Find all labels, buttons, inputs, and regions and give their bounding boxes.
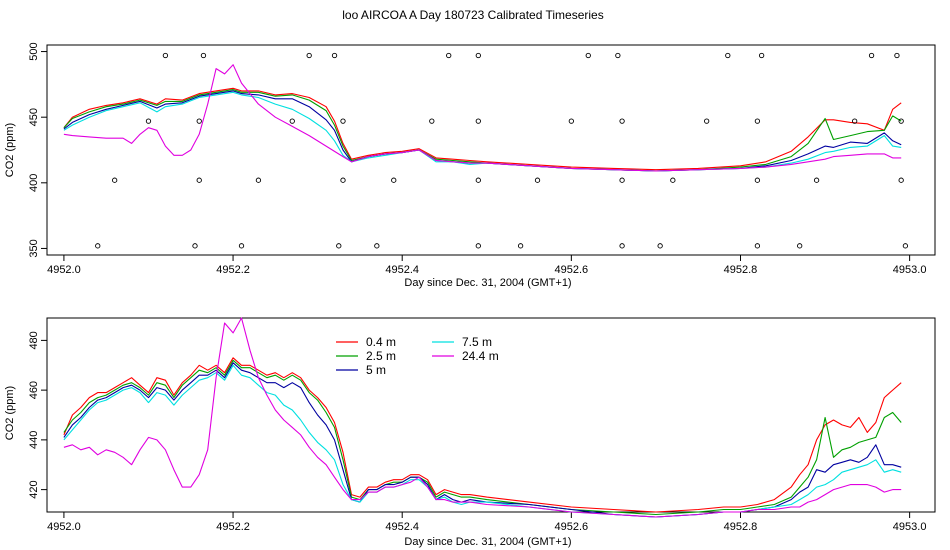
top-panel-x-axis-title: Day since Dec. 31, 2004 (GMT+1) [404, 277, 571, 289]
legend-label: 7.5 m [462, 335, 492, 349]
top-panel-x-tick-label: 4953.0 [893, 264, 927, 276]
top-panel-marker-point [657, 243, 663, 249]
top-panel-marker-point [429, 118, 435, 124]
top-panel-marker-point [340, 177, 346, 183]
top-panel-marker-point [475, 52, 481, 59]
top-panel-y-tick-label: 450 [28, 108, 40, 126]
top-panel-marker-point [162, 52, 169, 59]
top-panel-marker-point [619, 243, 625, 249]
top-panel-marker-point [619, 177, 625, 183]
legend-label: 0.4 m [366, 335, 396, 349]
bottom-panel-x-tick-label: 4953.0 [893, 521, 927, 533]
top-panel-marker-point [475, 177, 481, 183]
top-panel-marker-point [898, 177, 904, 183]
top-panel-y-tick-label: 400 [28, 174, 40, 192]
top-panel-y-tick-label: 500 [28, 42, 40, 60]
top-panel-marker-point [754, 177, 761, 183]
bottom-panel-series-line-2 [63, 362, 902, 518]
top-panel-marker-point [336, 243, 342, 249]
top-panel-marker-point [852, 118, 858, 124]
top-panel-marker-point [331, 52, 338, 59]
bottom-panel-y-tick-label: 480 [28, 331, 40, 349]
bottom-panel-y-tick-label: 460 [28, 381, 40, 399]
bottom-panel-y-tick-label: 420 [28, 480, 40, 498]
top-panel-marker-point [255, 177, 262, 183]
legend-label: 5 m [366, 363, 386, 377]
bottom-panel: Day since Dec. 31, 2004 (GMT+1) CO2 (ppm… [4, 317, 936, 548]
top-panel-x-tick-label: 4952.2 [216, 264, 250, 276]
top-panel-marker-point [200, 52, 207, 59]
top-panel-marker-point [446, 52, 452, 59]
legend-label: 2.5 m [366, 349, 396, 363]
legend-label: 24.4 m [462, 349, 499, 363]
top-panel-marker-point [894, 52, 900, 59]
bottom-panel-x-axis-title: Day since Dec. 31, 2004 (GMT+1) [404, 536, 571, 548]
top-panel-marker-point [145, 118, 152, 124]
top-panel-x-tick-label: 4952.4 [385, 264, 419, 276]
top-panel-series-line-2 [63, 90, 902, 172]
bottom-panel-series-line-0 [63, 357, 902, 513]
top-panel-marker-point [192, 243, 198, 249]
top-panel-series-line-0 [63, 87, 902, 171]
bottom-panel-x-tick-label: 4952.0 [47, 521, 81, 533]
top-panel-marker-point [112, 177, 118, 183]
bottom-panel-series-line-4 [63, 317, 902, 518]
bottom-panel-y-tick-label: 440 [28, 431, 40, 449]
top-panel-marker-point [196, 118, 202, 124]
top-panel-marker-point [475, 243, 481, 249]
top-panel-marker-point [797, 243, 803, 249]
top-panel-marker-point [868, 52, 875, 59]
top-panel-marker-point [902, 243, 909, 249]
top-panel-marker-point [619, 118, 625, 124]
bottom-panel-series-line-3 [63, 364, 902, 518]
top-panel-marker-point [306, 52, 312, 59]
top-panel-marker-point [95, 243, 101, 249]
top-panel-marker-point [391, 177, 397, 183]
bottom-panel-x-tick-label: 4952.2 [216, 521, 250, 533]
top-panel-marker-point [725, 52, 731, 59]
top-panel-marker-point [568, 118, 574, 124]
top-panel-marker-point [754, 118, 761, 124]
top-panel-marker-point [615, 52, 621, 59]
top-panel-marker-point [340, 118, 346, 124]
bottom-panel-y-axis-title: CO2 (ppm) [4, 386, 16, 440]
top-panel-marker-point [534, 177, 541, 183]
top-panel-marker-point [238, 243, 245, 249]
top-panel-marker-point [196, 177, 202, 183]
main-title: loo AIRCOA A Day 180723 Calibrated Times… [342, 8, 603, 22]
top-panel-y-tick-label: 350 [28, 239, 40, 257]
top-panel-marker-point [813, 177, 820, 183]
top-panel-plot-frame [46, 44, 936, 256]
top-panel-marker-point [704, 118, 710, 124]
top-panel-y-axis-title: CO2 (ppm) [4, 123, 16, 177]
top-panel-marker-point [289, 118, 295, 124]
top-panel-marker-point [517, 243, 524, 249]
bottom-panel-x-tick-label: 4952.6 [555, 521, 589, 533]
top-panel-marker-point [475, 118, 481, 124]
bottom-panel-x-tick-label: 4952.8 [724, 521, 758, 533]
top-panel-x-tick-label: 4952.0 [47, 264, 81, 276]
top-panel-marker-point [758, 52, 765, 59]
top-panel: Day since Dec. 31, 2004 (GMT+1) CO2 (ppm… [4, 42, 936, 289]
bottom-panel-x-tick-label: 4952.4 [385, 521, 419, 533]
top-panel-series-line-3 [63, 91, 902, 172]
top-panel-marker-point [898, 118, 904, 124]
top-panel-marker-point [670, 177, 676, 183]
top-panel-marker-point [585, 52, 591, 59]
top-panel-marker-point [754, 243, 761, 249]
top-panel-marker-point [374, 243, 380, 249]
top-panel-series-line-4 [63, 64, 902, 172]
bottom-panel-plot-frame [46, 317, 936, 513]
top-panel-x-tick-label: 4952.8 [724, 264, 758, 276]
top-panel-x-tick-label: 4952.6 [555, 264, 589, 276]
